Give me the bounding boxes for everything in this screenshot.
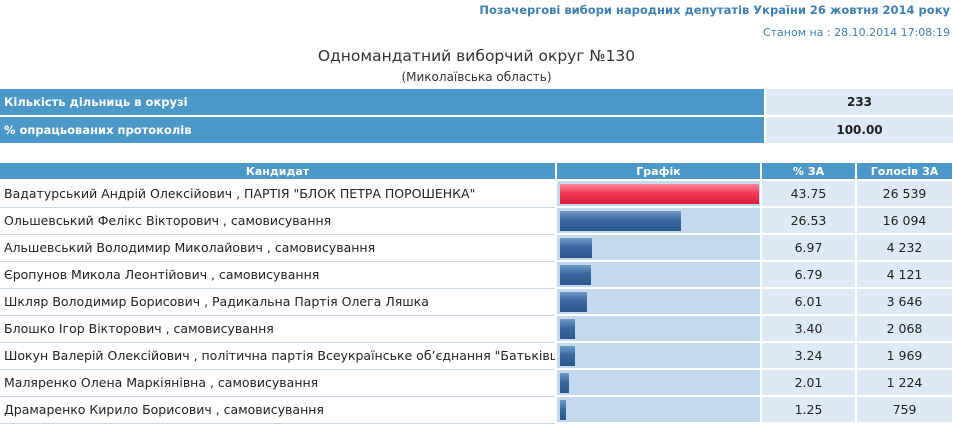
- candidate-name: Блошко Ігор Вікторович , самовисування: [0, 315, 557, 343]
- votes-value: 4 121: [856, 261, 953, 289]
- status-timestamp: Станом на : 28.10.2014 17:08:19: [762, 26, 950, 39]
- candidate-name: Шкляр Володимир Борисович , Радикальна П…: [0, 288, 557, 316]
- votes-value: 26 539: [856, 180, 953, 208]
- graph-cell: [556, 207, 762, 235]
- candidate-name: Альшевський Володимир Миколайович , само…: [0, 234, 557, 262]
- percent-value: 1.25: [761, 396, 857, 424]
- summary-label: % опрацьованих протоколів: [0, 116, 766, 145]
- candidate-name: Ольшевський Фелікс Вікторович , самовису…: [0, 207, 557, 235]
- votes-value: 2 068: [856, 315, 953, 343]
- percent-value: 2.01: [761, 369, 857, 397]
- percent-value: 3.24: [761, 342, 857, 370]
- table-row: Єропунов Микола Леонтійович , самовисува…: [0, 261, 953, 289]
- candidate-name: Шокун Валерій Олексійович , політична па…: [0, 342, 557, 370]
- candidate-name: Єропунов Микола Леонтійович , самовисува…: [0, 261, 557, 289]
- votes-value: 16 094: [856, 207, 953, 235]
- candidate-name: Драмаренко Кирило Борисович , самовисува…: [0, 396, 557, 424]
- district-title: Одномандатний виборчий округ №130: [317, 47, 636, 65]
- percent-value: 26.53: [761, 207, 857, 235]
- table-row: Драмаренко Кирило Борисович , самовисува…: [0, 396, 953, 424]
- table-row: Вадатурський Андрій Олексійович , ПАРТІЯ…: [0, 180, 953, 208]
- summary-value: 233: [765, 89, 953, 117]
- table-row: Маляренко Олена Маркіянівна , самовисува…: [0, 369, 953, 397]
- vote-bar: [560, 292, 587, 312]
- summary-row-stations: Кількість дільниць в окрузі 233: [0, 89, 953, 117]
- vote-bar: [560, 346, 575, 366]
- votes-value: 4 232: [856, 234, 953, 262]
- table-row: Альшевський Володимир Миколайович , само…: [0, 234, 953, 262]
- graph-cell: [556, 315, 762, 343]
- results-body: Вадатурський Андрій Олексійович , ПАРТІЯ…: [0, 180, 953, 424]
- district-region: (Миколаївська область): [401, 70, 552, 84]
- summary-table: Кількість дільниць в окрузі 233 % опраць…: [0, 89, 953, 145]
- leader-vote-bar: [560, 184, 759, 204]
- percent-value: 6.01: [761, 288, 857, 316]
- percent-value: 6.79: [761, 261, 857, 289]
- graph-cell: [556, 369, 762, 397]
- vote-bar: [560, 211, 681, 231]
- candidate-name: Вадатурський Андрій Олексійович , ПАРТІЯ…: [0, 180, 557, 208]
- table-row: Шокун Валерій Олексійович , політична па…: [0, 342, 953, 370]
- graph-cell: [556, 288, 762, 316]
- column-header-graph: Графік: [556, 163, 762, 181]
- table-row: Блошко Ігор Вікторович , самовисування 3.…: [0, 315, 953, 343]
- results-header-row: Кандидат Графік % ЗА Голосів ЗА: [0, 163, 953, 181]
- votes-value: 1 969: [856, 342, 953, 370]
- graph-cell: [556, 261, 762, 289]
- election-title: Позачергові вибори народних депутатів Ук…: [479, 3, 950, 17]
- table-row: Ольшевський Фелікс Вікторович , самовису…: [0, 207, 953, 235]
- votes-value: 1 224: [856, 369, 953, 397]
- summary-row-processed: % опрацьованих протоколів 100.00: [0, 116, 953, 145]
- results-table: Кандидат Графік % ЗА Голосів ЗА Вадатурс…: [0, 163, 953, 424]
- vote-bar: [560, 265, 591, 285]
- column-header-percent: % ЗА: [761, 163, 857, 181]
- percent-value: 43.75: [761, 180, 857, 208]
- column-header-votes: Голосів ЗА: [856, 163, 953, 181]
- vote-bar: [560, 373, 569, 393]
- graph-cell: [556, 234, 762, 262]
- vote-bar: [560, 400, 566, 420]
- vote-bar: [560, 238, 592, 258]
- vote-bar: [560, 319, 575, 339]
- votes-value: 759: [856, 396, 953, 424]
- summary-label: Кількість дільниць в окрузі: [0, 89, 766, 117]
- candidate-name: Маляренко Олена Маркіянівна , самовисува…: [0, 369, 557, 397]
- percent-value: 6.97: [761, 234, 857, 262]
- votes-value: 3 646: [856, 288, 953, 316]
- column-header-candidate: Кандидат: [0, 163, 557, 181]
- summary-value: 100.00: [765, 116, 953, 145]
- graph-cell: [556, 342, 762, 370]
- graph-cell: [556, 180, 762, 208]
- graph-cell: [556, 396, 762, 424]
- table-row: Шкляр Володимир Борисович , Радикальна П…: [0, 288, 953, 316]
- percent-value: 3.40: [761, 315, 857, 343]
